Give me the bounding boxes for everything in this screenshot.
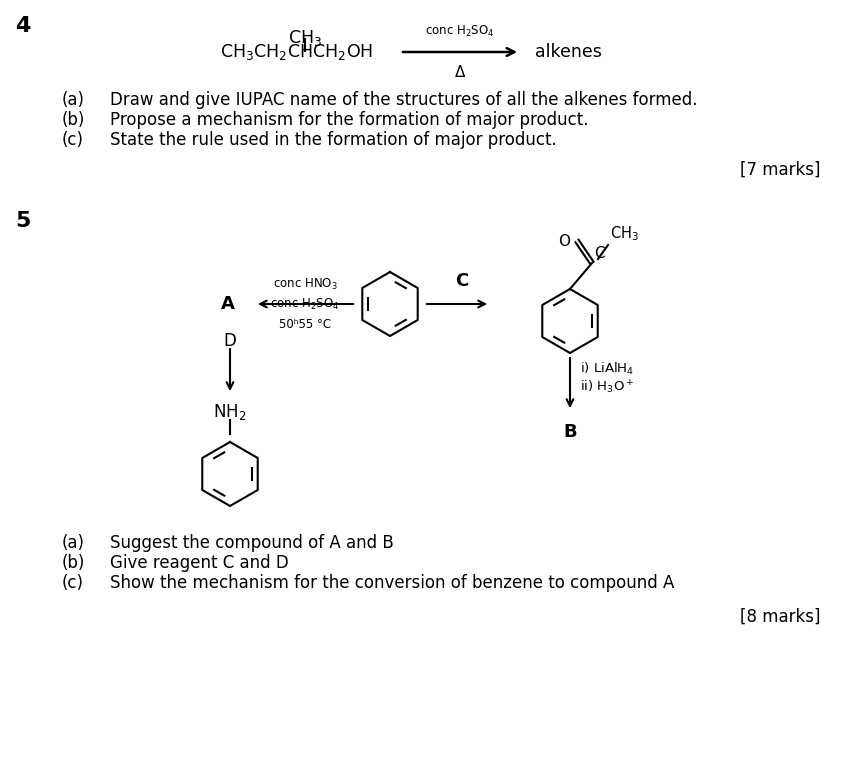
Text: (b): (b) [62, 554, 85, 572]
Text: (c): (c) [62, 574, 84, 592]
Text: 5: 5 [15, 211, 31, 231]
Text: C: C [455, 272, 469, 290]
Text: ii) $\mathsf{H_3O^+}$: ii) $\mathsf{H_3O^+}$ [580, 379, 634, 397]
Text: conc $\mathsf{H_2SO_4}$: conc $\mathsf{H_2SO_4}$ [271, 296, 340, 311]
Text: B: B [563, 423, 577, 441]
Text: [8 marks]: [8 marks] [740, 608, 820, 626]
Text: Draw and give IUPAC name of the structures of all the alkenes formed.: Draw and give IUPAC name of the structur… [110, 91, 698, 109]
Text: Show the mechanism for the conversion of benzene to compound A: Show the mechanism for the conversion of… [110, 574, 674, 592]
Text: 50ʰ55 °C: 50ʰ55 °C [279, 318, 331, 331]
Text: Suggest the compound of A and B: Suggest the compound of A and B [110, 534, 394, 552]
Text: O: O [558, 234, 570, 248]
Text: A: A [221, 295, 235, 313]
Text: i) $\mathsf{LiAlH_4}$: i) $\mathsf{LiAlH_4}$ [580, 361, 634, 377]
Text: $\mathsf{CH_3CH_2CHCH_2OH}$: $\mathsf{CH_3CH_2CHCH_2OH}$ [220, 42, 373, 62]
Text: conc $\mathsf{H_2SO_4}$: conc $\mathsf{H_2SO_4}$ [426, 24, 494, 39]
Text: (a): (a) [62, 91, 85, 109]
Text: (b): (b) [62, 111, 85, 129]
Text: D: D [224, 332, 237, 350]
Text: C: C [594, 246, 604, 261]
Text: $\mathsf{CH_3}$: $\mathsf{CH_3}$ [610, 224, 639, 243]
Text: Propose a mechanism for the formation of major product.: Propose a mechanism for the formation of… [110, 111, 589, 129]
Text: 4: 4 [15, 16, 31, 36]
Text: [7 marks]: [7 marks] [740, 161, 820, 179]
Text: alkenes: alkenes [535, 43, 602, 61]
Text: conc $\mathsf{HNO_3}$: conc $\mathsf{HNO_3}$ [272, 277, 337, 292]
Text: $\mathsf{NH_2}$: $\mathsf{NH_2}$ [214, 402, 247, 422]
Text: $\Delta$: $\Delta$ [454, 64, 466, 80]
Text: $\mathsf{CH_3}$: $\mathsf{CH_3}$ [288, 28, 322, 48]
Text: State the rule used in the formation of major product.: State the rule used in the formation of … [110, 131, 557, 149]
Text: (a): (a) [62, 534, 85, 552]
Text: Give reagent C and D: Give reagent C and D [110, 554, 288, 572]
Text: (c): (c) [62, 131, 84, 149]
